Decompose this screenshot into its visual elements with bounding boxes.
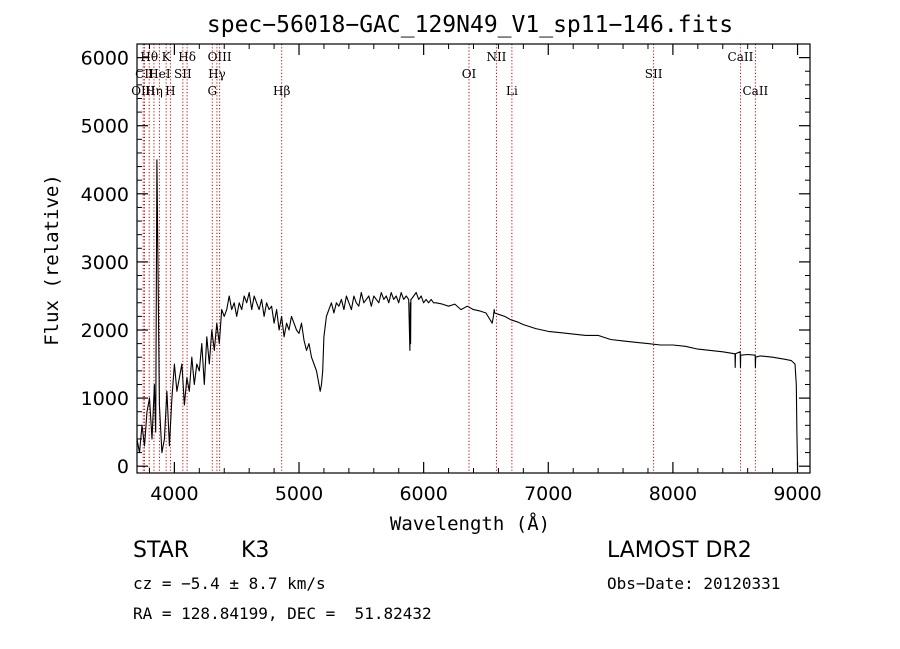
y-tick-label: 0 xyxy=(117,456,129,478)
obs-date-text: Obs−Date: 20120331 xyxy=(607,574,781,593)
x-tick-label: 8000 xyxy=(649,483,697,505)
line-label: K xyxy=(162,50,172,64)
line-label: H xyxy=(165,84,175,98)
coordinates-text: RA = 128.84199, DEC = 51.82432 xyxy=(133,604,432,623)
survey-name: LAMOST DR2 xyxy=(607,538,752,563)
line-label: Hθ xyxy=(140,50,158,64)
x-tick-label: 6000 xyxy=(399,483,447,505)
plot-frame xyxy=(136,43,811,474)
line-label: Hβ xyxy=(273,84,290,98)
line-label: SII xyxy=(645,67,663,81)
spectral-subclass: K3 xyxy=(241,538,270,563)
spectral-line-markers xyxy=(142,44,756,473)
line-label: Li xyxy=(506,84,518,98)
y-tick-label: 2000 xyxy=(81,320,129,342)
line-label: OIII xyxy=(208,50,232,64)
line-label: Hγ xyxy=(208,67,226,81)
chart-title: spec−56018−GAC_129N49_V1_sp11−146.fits xyxy=(207,12,733,38)
x-tick-label: 5000 xyxy=(275,483,323,505)
axes: 4000 5000 6000 7000 8000 9000 0 1000 2000 3000 400… xyxy=(81,43,822,505)
line-label: Hδ xyxy=(178,50,196,64)
line-label: HeI xyxy=(148,67,171,81)
x-tick-label: 7000 xyxy=(524,483,572,505)
line-label: CaII xyxy=(742,84,768,98)
x-tick-label: 4000 xyxy=(150,483,198,505)
y-tick-label: 5000 xyxy=(81,116,129,138)
x-tick-label: 9000 xyxy=(773,483,821,505)
line-label: OIII xyxy=(131,84,155,98)
object-class: STAR xyxy=(133,538,190,563)
y-tick-label: 4000 xyxy=(81,184,129,206)
y-tick-label: 6000 xyxy=(81,48,129,70)
redshift-text: cz = −5.4 ± 8.7 km/s xyxy=(133,574,326,593)
line-label: CaII xyxy=(728,50,754,64)
line-label: G xyxy=(207,84,217,98)
y-tick-label: 3000 xyxy=(81,252,129,274)
line-label: NII xyxy=(486,50,506,64)
y-axis-label: Flux (relative) xyxy=(41,174,63,346)
spectrum-line xyxy=(136,159,799,467)
spectrum-series xyxy=(136,159,799,467)
line-label: SII xyxy=(174,67,192,81)
line-label: OI xyxy=(462,67,477,81)
y-tick-label: 1000 xyxy=(81,388,129,410)
line-label: CII xyxy=(135,67,154,81)
x-axis-label: Wavelength (Å) xyxy=(390,512,550,535)
line-label: Hη xyxy=(145,84,163,98)
